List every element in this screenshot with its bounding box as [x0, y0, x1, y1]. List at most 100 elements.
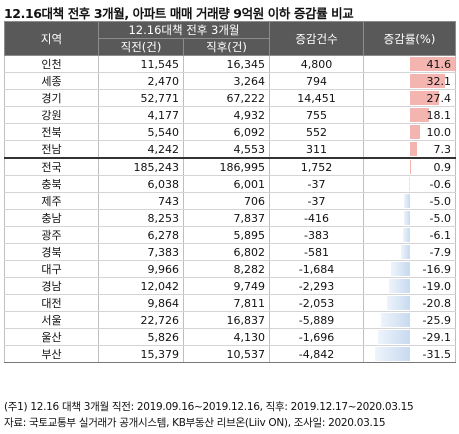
- rate-value: -25.9: [422, 313, 451, 327]
- cell-rate: 10.0: [363, 123, 456, 141]
- rate-value: -5.0: [429, 211, 451, 225]
- cell-region: 세종: [4, 72, 99, 90]
- cell-region: 대전: [4, 294, 99, 312]
- cell-change: -383: [269, 226, 364, 244]
- cell-before: 6,038: [98, 175, 184, 193]
- cell-before: 11,545: [98, 55, 184, 73]
- header-change: 증감건수: [269, 21, 364, 56]
- cell-before: 2,470: [98, 72, 184, 90]
- cell-after: 6,092: [183, 123, 270, 141]
- table-row: 인천 11,545 16,345 4,800 41.6: [4, 55, 456, 73]
- cell-rate: -5.0: [363, 192, 456, 210]
- cell-change: -37: [269, 175, 364, 193]
- cell-after: 7,837: [183, 209, 270, 227]
- cell-after: 8,282: [183, 260, 270, 278]
- cell-rate: -0.6: [363, 175, 456, 193]
- cell-rate: -5.0: [363, 209, 456, 227]
- cell-after: 7,811: [183, 294, 270, 312]
- rate-value: -0.6: [429, 177, 451, 191]
- cell-region: 제주: [4, 192, 99, 210]
- table-row: 세종 2,470 3,264 794 32.1: [4, 72, 456, 90]
- rate-value: 0.9: [433, 160, 452, 174]
- cell-rate: 41.6: [363, 55, 456, 73]
- rate-value: 18.1: [426, 108, 452, 122]
- header-before: 직전(건): [98, 38, 184, 56]
- cell-rate: 32.1: [363, 72, 456, 90]
- rate-bar: [402, 228, 410, 242]
- table-row: 경북 7,383 6,802 -581 -7.9: [4, 243, 456, 261]
- cell-region: 경남: [4, 277, 99, 295]
- rate-value: -16.9: [422, 262, 451, 276]
- cell-rate: -25.9: [363, 311, 456, 329]
- cell-before: 185,243: [98, 157, 184, 176]
- cell-rate: 0.9: [363, 157, 456, 176]
- cell-before: 7,383: [98, 243, 184, 261]
- cell-change: 794: [269, 72, 364, 90]
- table-row: 전국 185,243 186,995 1,752 0.9: [4, 157, 456, 176]
- cell-region: 광주: [4, 226, 99, 244]
- rate-bar: [409, 125, 421, 139]
- table-row: 전남 4,242 4,553 311 7.3: [4, 140, 456, 159]
- cell-change: 4,800: [269, 55, 364, 73]
- table-row: 경남 12,042 9,749 -2,293 -19.0: [4, 277, 456, 295]
- cell-change: 14,451: [269, 89, 364, 107]
- cell-change: 1,752: [269, 157, 364, 176]
- cell-after: 67,222: [183, 89, 270, 107]
- rate-bar: [381, 313, 410, 327]
- rate-bar: [377, 330, 410, 344]
- rate-bar: [391, 262, 410, 276]
- cell-region: 전남: [4, 140, 99, 159]
- rate-value: 10.0: [426, 125, 452, 139]
- cell-region: 충북: [4, 175, 99, 193]
- rate-bar: [409, 57, 455, 71]
- cell-change: -2,293: [269, 277, 364, 295]
- rate-bar: [409, 74, 445, 88]
- comparison-table: 지역 12.16대책 전후 3개월 증감건수 증감률(%) 직전(건) 직후(건…: [4, 21, 456, 363]
- table-row: 광주 6,278 5,895 -383 -6.1: [4, 226, 456, 244]
- rate-bar: [375, 347, 410, 361]
- cell-after: 10,537: [183, 345, 270, 363]
- rate-bar: [409, 108, 430, 122]
- cell-after: 4,553: [183, 140, 270, 159]
- rate-bar: [404, 194, 410, 208]
- rate-value: -31.5: [422, 347, 451, 361]
- cell-change: -37: [269, 192, 364, 210]
- cell-before: 6,278: [98, 226, 184, 244]
- footnote-period: (주1) 12.16 대책 3개월 직전: 2019.09.16~2019.12…: [4, 401, 414, 413]
- cell-region: 대구: [4, 260, 99, 278]
- rate-value: 27.4: [426, 91, 452, 105]
- rate-bar: [408, 177, 410, 191]
- rate-value: 7.3: [433, 142, 452, 156]
- cell-region: 부산: [4, 345, 99, 363]
- cell-after: 186,995: [183, 157, 270, 176]
- cell-before: 8,253: [98, 209, 184, 227]
- cell-before: 5,540: [98, 123, 184, 141]
- rate-value: -7.9: [429, 245, 451, 259]
- rate-value: 32.1: [426, 74, 452, 88]
- rate-bar: [388, 279, 410, 293]
- cell-region: 전북: [4, 123, 99, 141]
- cell-rate: -7.9: [363, 243, 456, 261]
- cell-after: 5,895: [183, 226, 270, 244]
- cell-region: 서울: [4, 311, 99, 329]
- cell-region: 경북: [4, 243, 99, 261]
- header-rate: 증감률(%): [363, 21, 456, 56]
- cell-before: 5,826: [98, 328, 184, 346]
- cell-rate: -16.9: [363, 260, 456, 278]
- cell-change: -1,684: [269, 260, 364, 278]
- cell-rate: 27.4: [363, 89, 456, 107]
- cell-after: 16,837: [183, 311, 270, 329]
- rate-value: -6.1: [429, 228, 451, 242]
- cell-rate: -19.0: [363, 277, 456, 295]
- cell-change: 311: [269, 140, 364, 159]
- cell-before: 12,042: [98, 277, 184, 295]
- cell-change: 755: [269, 106, 364, 124]
- cell-rate: -31.5: [363, 345, 456, 363]
- cell-change: -2,053: [269, 294, 364, 312]
- cell-rate: -29.1: [363, 328, 456, 346]
- cell-before: 9,966: [98, 260, 184, 278]
- table-row: 충북 6,038 6,001 -37 -0.6: [4, 175, 456, 193]
- cell-change: -5,889: [269, 311, 364, 329]
- rate-bar: [409, 142, 418, 156]
- table-row: 제주 743 706 -37 -5.0: [4, 192, 456, 210]
